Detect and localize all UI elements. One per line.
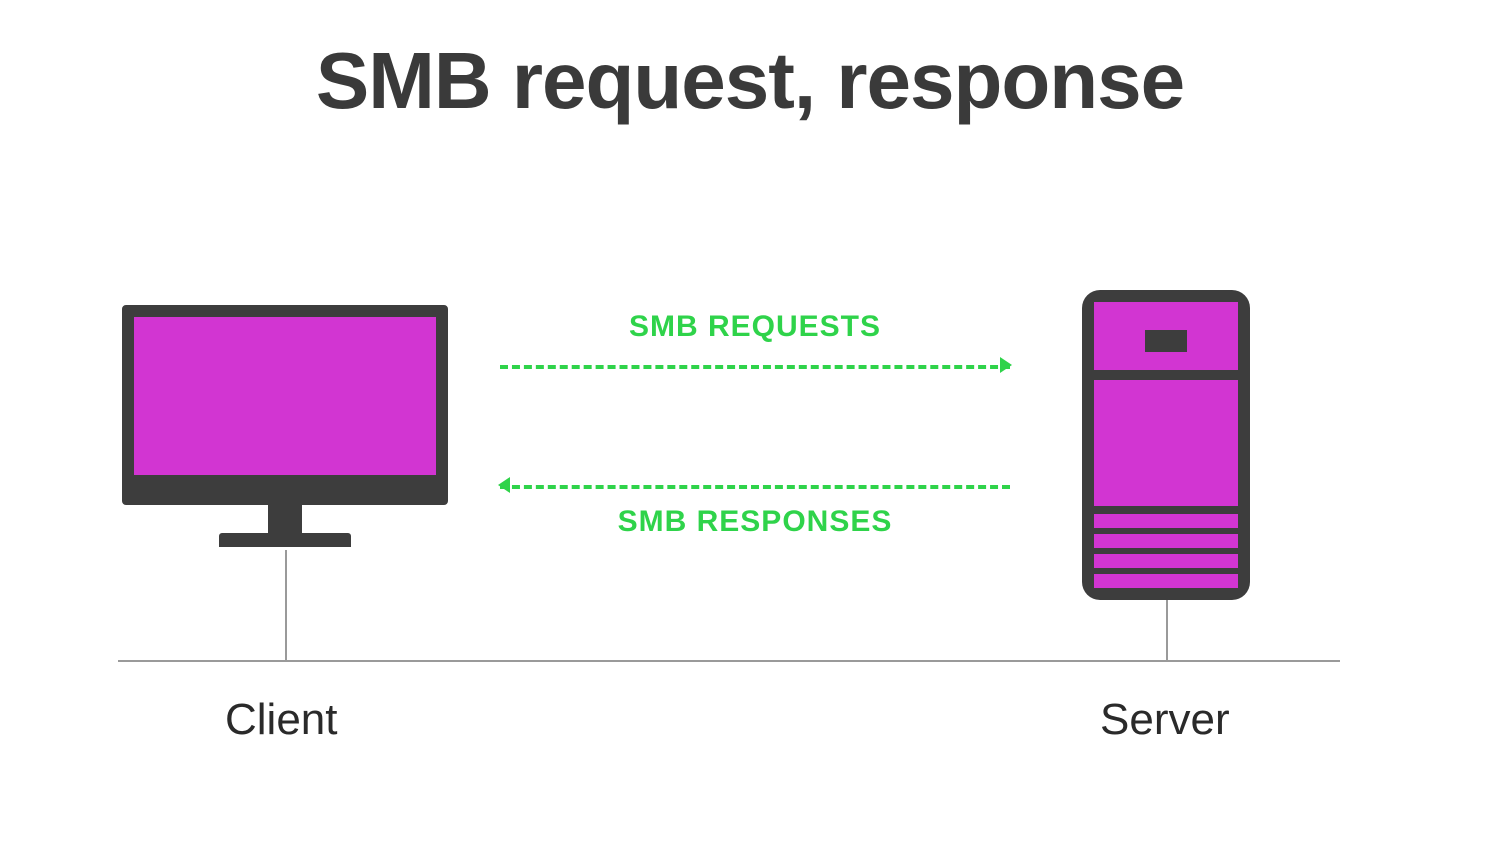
arrow-line (500, 485, 1010, 489)
server-body (1094, 302, 1238, 588)
arrow-head-right-icon (1000, 357, 1012, 373)
response-arrow (500, 484, 1010, 486)
server-vent-slot (1094, 514, 1238, 528)
server-mid-panel (1094, 380, 1238, 506)
server-vent-slot (1094, 534, 1238, 548)
request-arrow-label: SMB REQUESTS (500, 310, 1010, 344)
server-stem-line (1166, 600, 1168, 660)
monitor-neck (268, 505, 302, 533)
server-tower-icon (1082, 290, 1250, 600)
response-arrow-label: SMB RESPONSES (500, 505, 1010, 539)
server-drive-slot (1145, 330, 1187, 352)
server-vent-slot (1094, 574, 1238, 588)
diagram-canvas: SMB request, response SMB REQUESTS SMB R… (0, 0, 1500, 844)
client-monitor-icon (122, 305, 448, 547)
server-divider (1094, 370, 1238, 380)
client-label: Client (225, 695, 338, 745)
diagram-title: SMB request, response (0, 35, 1500, 127)
server-vent-slots (1094, 514, 1238, 588)
request-arrow (500, 364, 1010, 366)
server-divider (1094, 506, 1238, 514)
server-label: Server (1100, 695, 1230, 745)
monitor-base (219, 533, 351, 547)
server-top-panel (1094, 302, 1238, 370)
arrow-line (500, 365, 1010, 369)
client-stem-line (285, 550, 287, 660)
monitor-screen (122, 305, 448, 505)
baseline (118, 660, 1340, 662)
arrow-head-left-icon (498, 477, 510, 493)
server-vent-slot (1094, 554, 1238, 568)
